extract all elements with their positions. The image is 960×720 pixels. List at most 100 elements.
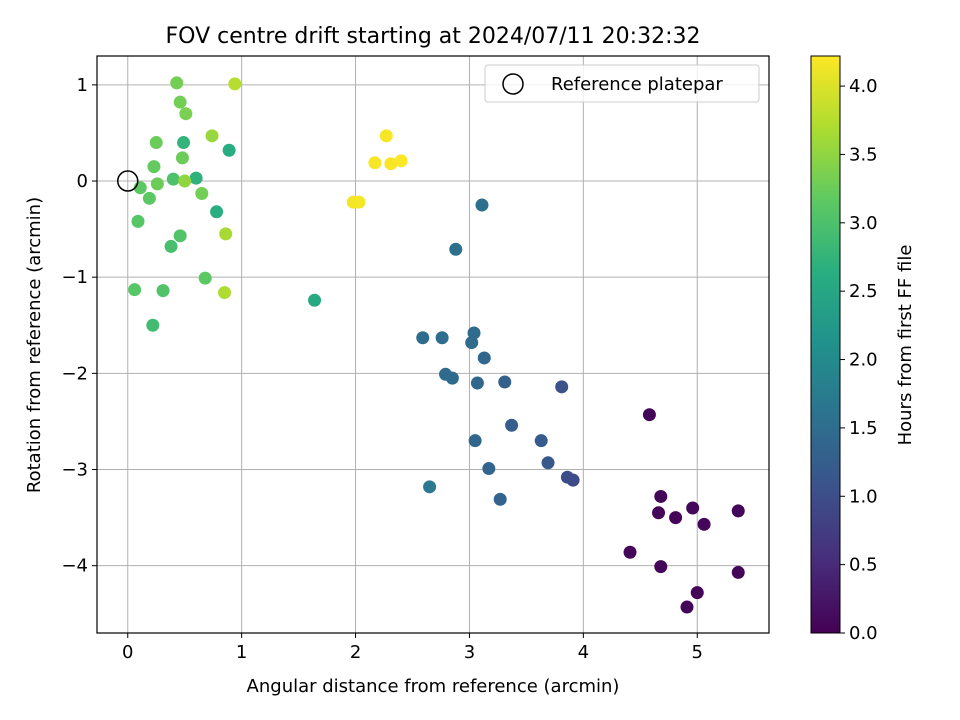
scatter-point [173, 229, 187, 243]
colorbar-tick-label: 3.5 [849, 144, 878, 165]
x-tick-label: 2 [350, 642, 361, 663]
scatter-point [128, 283, 142, 297]
scatter-point [179, 107, 193, 121]
scatter-point [175, 151, 189, 165]
scatter-point [654, 560, 668, 574]
colorbar-tick-label: 4.0 [849, 76, 878, 97]
x-tick-label: 0 [122, 642, 133, 663]
scatter-point [150, 177, 164, 191]
x-tick-label: 1 [236, 642, 247, 663]
colorbar-tick-label: 0.5 [849, 555, 878, 576]
colorbar-tick-label: 2.0 [849, 350, 878, 371]
colorbar-tick-label: 3.0 [849, 213, 878, 234]
scatter-point [686, 501, 700, 515]
scatter-point [173, 95, 187, 109]
y-axis-label: Rotation from reference (arcmin) [24, 197, 45, 493]
scatter-point [470, 376, 484, 390]
scatter-point [498, 375, 512, 389]
scatter-point [467, 326, 481, 340]
y-tick-label: 1 [77, 75, 88, 96]
scatter-point [435, 331, 449, 345]
colorbar-tick-label: 1.5 [849, 418, 878, 439]
y-axis-ticks: 1 0 −1 −2 −3 −4 [61, 75, 97, 577]
chart-title: FOV centre drift starting at 2024/07/11 … [166, 24, 701, 49]
scatter-point [228, 77, 242, 91]
scatter-point [178, 174, 192, 188]
scatter-point [177, 136, 191, 150]
scatter-point [652, 506, 666, 520]
colorbar: 0.0 0.5 1.0 1.5 2.0 2.5 3.0 3.5 4.0 Hours from f… [810, 55, 916, 644]
scatter-point [669, 511, 683, 525]
y-tick-label: −2 [61, 363, 88, 384]
scatter-point [379, 129, 393, 143]
scatter-point [146, 318, 160, 332]
scatter-point [394, 154, 408, 168]
scatter-point [493, 492, 507, 506]
scatter-point [555, 380, 569, 394]
scatter-point [731, 565, 745, 579]
legend-reference-marker [502, 73, 524, 95]
y-tick-label: −4 [61, 556, 88, 577]
scatter-point [164, 239, 178, 253]
scatter-point [623, 545, 637, 559]
colorbar-gradient [810, 55, 841, 634]
scatter-point [198, 271, 212, 285]
scatter-point [423, 480, 437, 494]
scatter-point [308, 293, 322, 307]
scatter-point [384, 157, 398, 171]
plot-area-frame [96, 55, 770, 634]
reference-point [117, 170, 139, 192]
scatter-point [166, 172, 180, 186]
scatter-point [416, 331, 430, 345]
x-tick-label: 5 [692, 642, 703, 663]
scatter-point [477, 351, 491, 365]
colorbar-tick-label: 0.0 [849, 623, 878, 644]
scatter-point [156, 284, 170, 298]
grid-lines [97, 56, 769, 633]
scatter-point [680, 600, 694, 614]
y-tick-label: −3 [61, 460, 88, 481]
scatter-point [205, 129, 219, 143]
scatter-point [534, 434, 548, 448]
scatter-point [149, 136, 163, 150]
scatter-point [368, 156, 382, 170]
scatter-point [642, 408, 656, 422]
scatter-point [475, 198, 489, 212]
scatter-point [541, 456, 555, 470]
scatter-point [222, 143, 236, 157]
scatter-point [218, 286, 232, 300]
scatter-point [690, 586, 704, 600]
scatter-point [697, 517, 711, 531]
scatter-point [147, 160, 161, 174]
x-axis-label: Angular distance from reference (arcmin) [247, 676, 620, 697]
scatter-point [468, 434, 482, 448]
scatter-point [189, 171, 203, 185]
y-tick-label: 0 [77, 171, 88, 192]
reference-marker [117, 170, 139, 192]
scatter-point [482, 462, 496, 476]
scatter-point [210, 205, 224, 219]
scatter-point [439, 367, 453, 381]
scatter-point [219, 227, 233, 241]
legend-box [484, 64, 760, 103]
legend: Reference platepar [484, 64, 760, 103]
x-axis-ticks: 0 1 2 3 4 5 [122, 633, 703, 663]
x-tick-label: 3 [464, 642, 475, 663]
scatter-point [195, 187, 209, 201]
colorbar-label: Hours from first FF file [895, 245, 916, 446]
scatter-point [352, 195, 366, 209]
scatter-point [566, 473, 580, 487]
x-tick-label: 4 [578, 642, 589, 663]
scatter-point [505, 418, 519, 432]
scatter-point [131, 214, 145, 228]
y-tick-label: −1 [61, 267, 88, 288]
scatter-point [654, 489, 668, 503]
colorbar-tick-label: 2.5 [849, 281, 878, 302]
colorbar-ticks: 0.0 0.5 1.0 1.5 2.0 2.5 3.0 3.5 4.0 [840, 76, 878, 644]
legend-label: Reference platepar [551, 74, 723, 95]
scatter-point [170, 76, 184, 90]
scatter-point [449, 242, 463, 256]
colorbar-tick-label: 1.0 [849, 486, 878, 507]
scatter-point [731, 504, 745, 518]
